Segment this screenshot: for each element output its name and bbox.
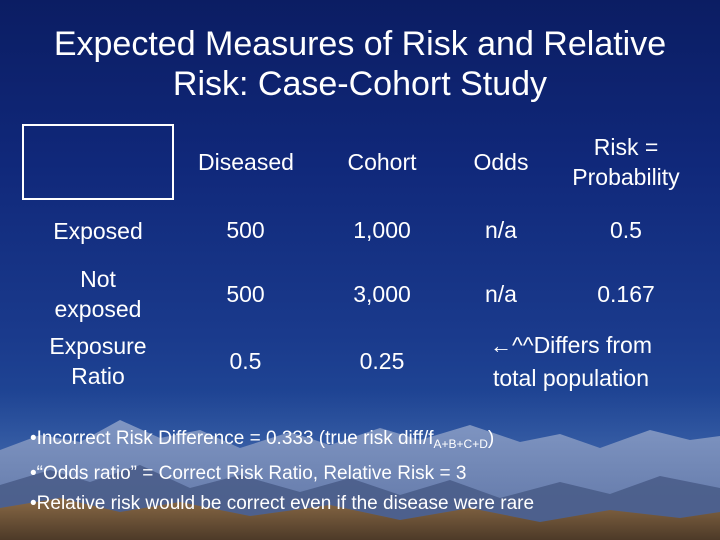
header-cohort: Cohort <box>347 149 417 175</box>
cell-exposed-cohort: 1,000 <box>353 217 411 243</box>
header-risk-line-2: Probability <box>572 164 680 190</box>
header-risk: Risk = Probability <box>556 125 696 199</box>
header-blank-cell <box>22 124 174 200</box>
cell-unexposed-odds: n/a <box>485 281 517 307</box>
table-header-row: Diseased Cohort Odds Risk = Probability <box>22 124 696 200</box>
header-odds: Odds <box>473 149 529 175</box>
differs-note-line-1: ^^Differs from <box>511 331 652 358</box>
table-row: Exposure Ratio 0.5 0.25 ←^^Differs from … <box>23 327 696 395</box>
row-label-exposure-ratio-line-2: Ratio <box>71 363 125 389</box>
bullet-item: •“Odds ratio” = Correct Risk Ratio, Rela… <box>30 463 467 484</box>
row-label-not-exposed-line-1: Not <box>80 266 116 292</box>
row-label-exposed: Exposed <box>53 217 143 244</box>
cell-unexposed-diseased: 500 <box>226 281 265 307</box>
slide-title: Expected Measures of Risk and Relative R… <box>10 24 710 104</box>
title-line-2: Risk: Case-Cohort Study <box>172 65 548 103</box>
bullet-list: •Incorrect Risk Difference = 0.333 (true… <box>30 424 710 519</box>
row-label-exposure-ratio: Exposure Ratio <box>23 327 173 395</box>
differs-note-line-2: total population <box>492 364 649 391</box>
cell-unexposed-cohort: 3,000 <box>353 281 411 307</box>
left-arrow-icon: ← <box>489 332 512 358</box>
row-label-not-exposed: Not exposed <box>23 261 173 327</box>
cell-exposed-risk: 0.5 <box>610 217 642 243</box>
table-row: Not exposed 500 3,000 n/a 0.167 <box>23 261 696 327</box>
differs-note: ←^^Differs from total population <box>446 327 696 395</box>
bullet-item: •Relative risk would be correct even if … <box>30 493 535 514</box>
row-label-not-exposed-line-2: exposed <box>54 296 142 322</box>
table-row: Exposed 500 1,000 n/a 0.5 <box>23 199 696 261</box>
cell-exposed-diseased: 500 <box>226 217 265 243</box>
bullet-1-text: •Incorrect Risk Difference = 0.333 (true… <box>30 428 434 449</box>
header-risk-line-1: Risk = <box>593 134 659 160</box>
cell-ratio-diseased: 0.5 <box>229 348 262 374</box>
cell-exposed-odds: n/a <box>485 217 517 243</box>
bullet-1-suffix: ) <box>487 428 495 449</box>
title-line-1: Expected Measures of Risk and Relative <box>53 25 667 63</box>
row-label-exposure-ratio-line-1: Exposure <box>49 333 147 359</box>
bullet-1-subscript: A+B+C+D <box>433 437 488 451</box>
cell-unexposed-risk: 0.167 <box>597 281 655 307</box>
header-diseased: Diseased <box>198 149 294 175</box>
cell-ratio-cohort: 0.25 <box>359 348 405 374</box>
risk-table: Diseased Cohort Odds Risk = Probability … <box>22 124 696 395</box>
mountain-landscape-image <box>0 390 720 540</box>
bullet-item: •Incorrect Risk Difference = 0.333 (true… <box>30 424 710 459</box>
